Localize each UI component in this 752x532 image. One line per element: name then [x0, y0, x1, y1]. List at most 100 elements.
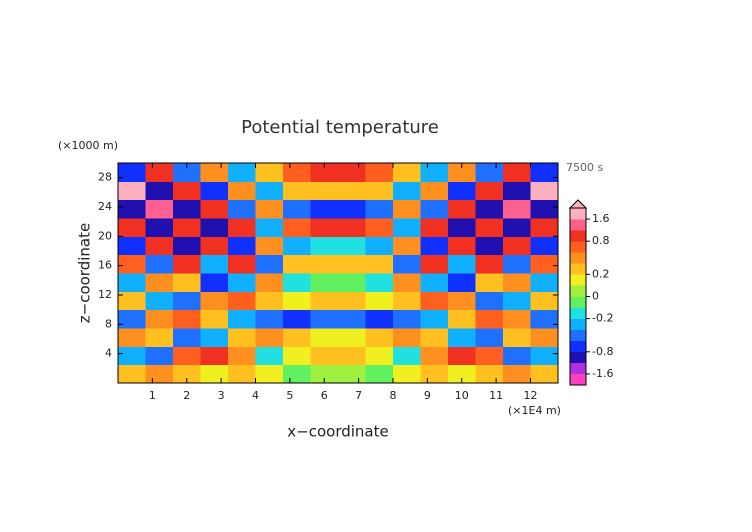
- cell: [283, 254, 311, 274]
- cell: [503, 218, 531, 237]
- cell: [475, 181, 504, 201]
- colorbar-band: [570, 318, 586, 330]
- cell: [145, 309, 174, 329]
- cell: [503, 309, 531, 329]
- cell: [420, 218, 449, 237]
- colorbar-band: [570, 340, 586, 353]
- colorbar-band: [570, 274, 586, 286]
- cell: [420, 328, 449, 347]
- cell: [393, 199, 421, 219]
- cell: [310, 291, 339, 311]
- plot-frame: [117, 162, 559, 384]
- cell: [530, 254, 559, 274]
- cell: [228, 364, 256, 384]
- cell: [255, 254, 284, 274]
- cell: [448, 364, 476, 384]
- cell: [448, 346, 476, 366]
- cell: [118, 199, 146, 219]
- time-label: 7500 s: [566, 161, 603, 174]
- cell: [200, 309, 229, 329]
- cell: [475, 236, 504, 256]
- cell: [503, 199, 531, 219]
- x-tick-label: 3: [218, 389, 225, 402]
- colorbar-band: [570, 219, 586, 231]
- cell: [283, 309, 311, 329]
- cell: [365, 254, 394, 274]
- cell: [530, 181, 559, 201]
- y-tick-label: 28: [98, 171, 112, 184]
- colorbar-tick-label: 1.6: [592, 212, 610, 225]
- cell: [365, 163, 394, 182]
- cell: [448, 328, 476, 347]
- cell: [145, 346, 174, 366]
- x-tick-label: 7: [355, 389, 362, 402]
- field: [118, 163, 559, 384]
- cell: [503, 364, 531, 384]
- cell: [310, 309, 339, 329]
- cell: [145, 163, 174, 182]
- cell: [173, 364, 201, 384]
- cell: [420, 236, 449, 256]
- cell: [255, 328, 284, 347]
- cell: [118, 163, 146, 182]
- x-tick-label: 6: [321, 389, 328, 402]
- cell: [228, 254, 256, 274]
- cell: [173, 291, 201, 311]
- cell: [475, 218, 504, 237]
- chart-title: Potential temperature: [241, 117, 439, 138]
- cell: [448, 309, 476, 329]
- cell: [448, 163, 476, 182]
- cell: [200, 364, 229, 384]
- cell: [393, 346, 421, 366]
- cell: [118, 309, 146, 329]
- cell: [173, 346, 201, 366]
- cell: [310, 254, 339, 274]
- cell: [145, 364, 174, 384]
- cell: [228, 181, 256, 201]
- cell: [228, 346, 256, 366]
- cell: [393, 364, 421, 384]
- cell: [393, 309, 421, 329]
- cell: [420, 291, 449, 311]
- colorbar-band: [570, 252, 586, 264]
- cell: [228, 328, 256, 347]
- colorbar-tick-label: -0.2: [592, 312, 613, 325]
- cell: [173, 254, 201, 274]
- cell: [365, 236, 394, 256]
- cell: [365, 309, 394, 329]
- cell: [310, 181, 339, 201]
- cell: [338, 328, 366, 347]
- colorbar-band: [570, 307, 586, 319]
- cell: [365, 181, 394, 201]
- cell: [338, 309, 366, 329]
- cell: [338, 163, 366, 182]
- cell: [228, 236, 256, 256]
- cell: [173, 309, 201, 329]
- colorbar-tick-label: 0.8: [592, 234, 610, 247]
- cell: [475, 309, 504, 329]
- cell: [255, 346, 284, 366]
- cell: [173, 163, 201, 182]
- colorbar-band: [570, 230, 586, 242]
- cell: [145, 291, 174, 311]
- cell: [475, 364, 504, 384]
- cell: [255, 309, 284, 329]
- colorbar-band: [570, 373, 586, 386]
- cell: [173, 199, 201, 219]
- cell: [420, 273, 449, 292]
- cell: [365, 218, 394, 237]
- cell: [338, 364, 366, 384]
- cell: [255, 163, 284, 182]
- cell: [200, 291, 229, 311]
- cell: [310, 163, 339, 182]
- y-tick-label: 4: [105, 347, 112, 360]
- cell: [173, 218, 201, 237]
- cell: [448, 273, 476, 292]
- colorbar-band: [570, 285, 586, 297]
- cell: [530, 291, 559, 311]
- cell: [530, 163, 559, 182]
- cell: [200, 273, 229, 292]
- cell: [228, 291, 256, 311]
- colorbar-arrow: [568, 199, 588, 209]
- cell: [173, 181, 201, 201]
